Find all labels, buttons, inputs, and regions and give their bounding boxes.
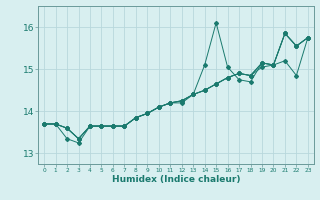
X-axis label: Humidex (Indice chaleur): Humidex (Indice chaleur) (112, 175, 240, 184)
